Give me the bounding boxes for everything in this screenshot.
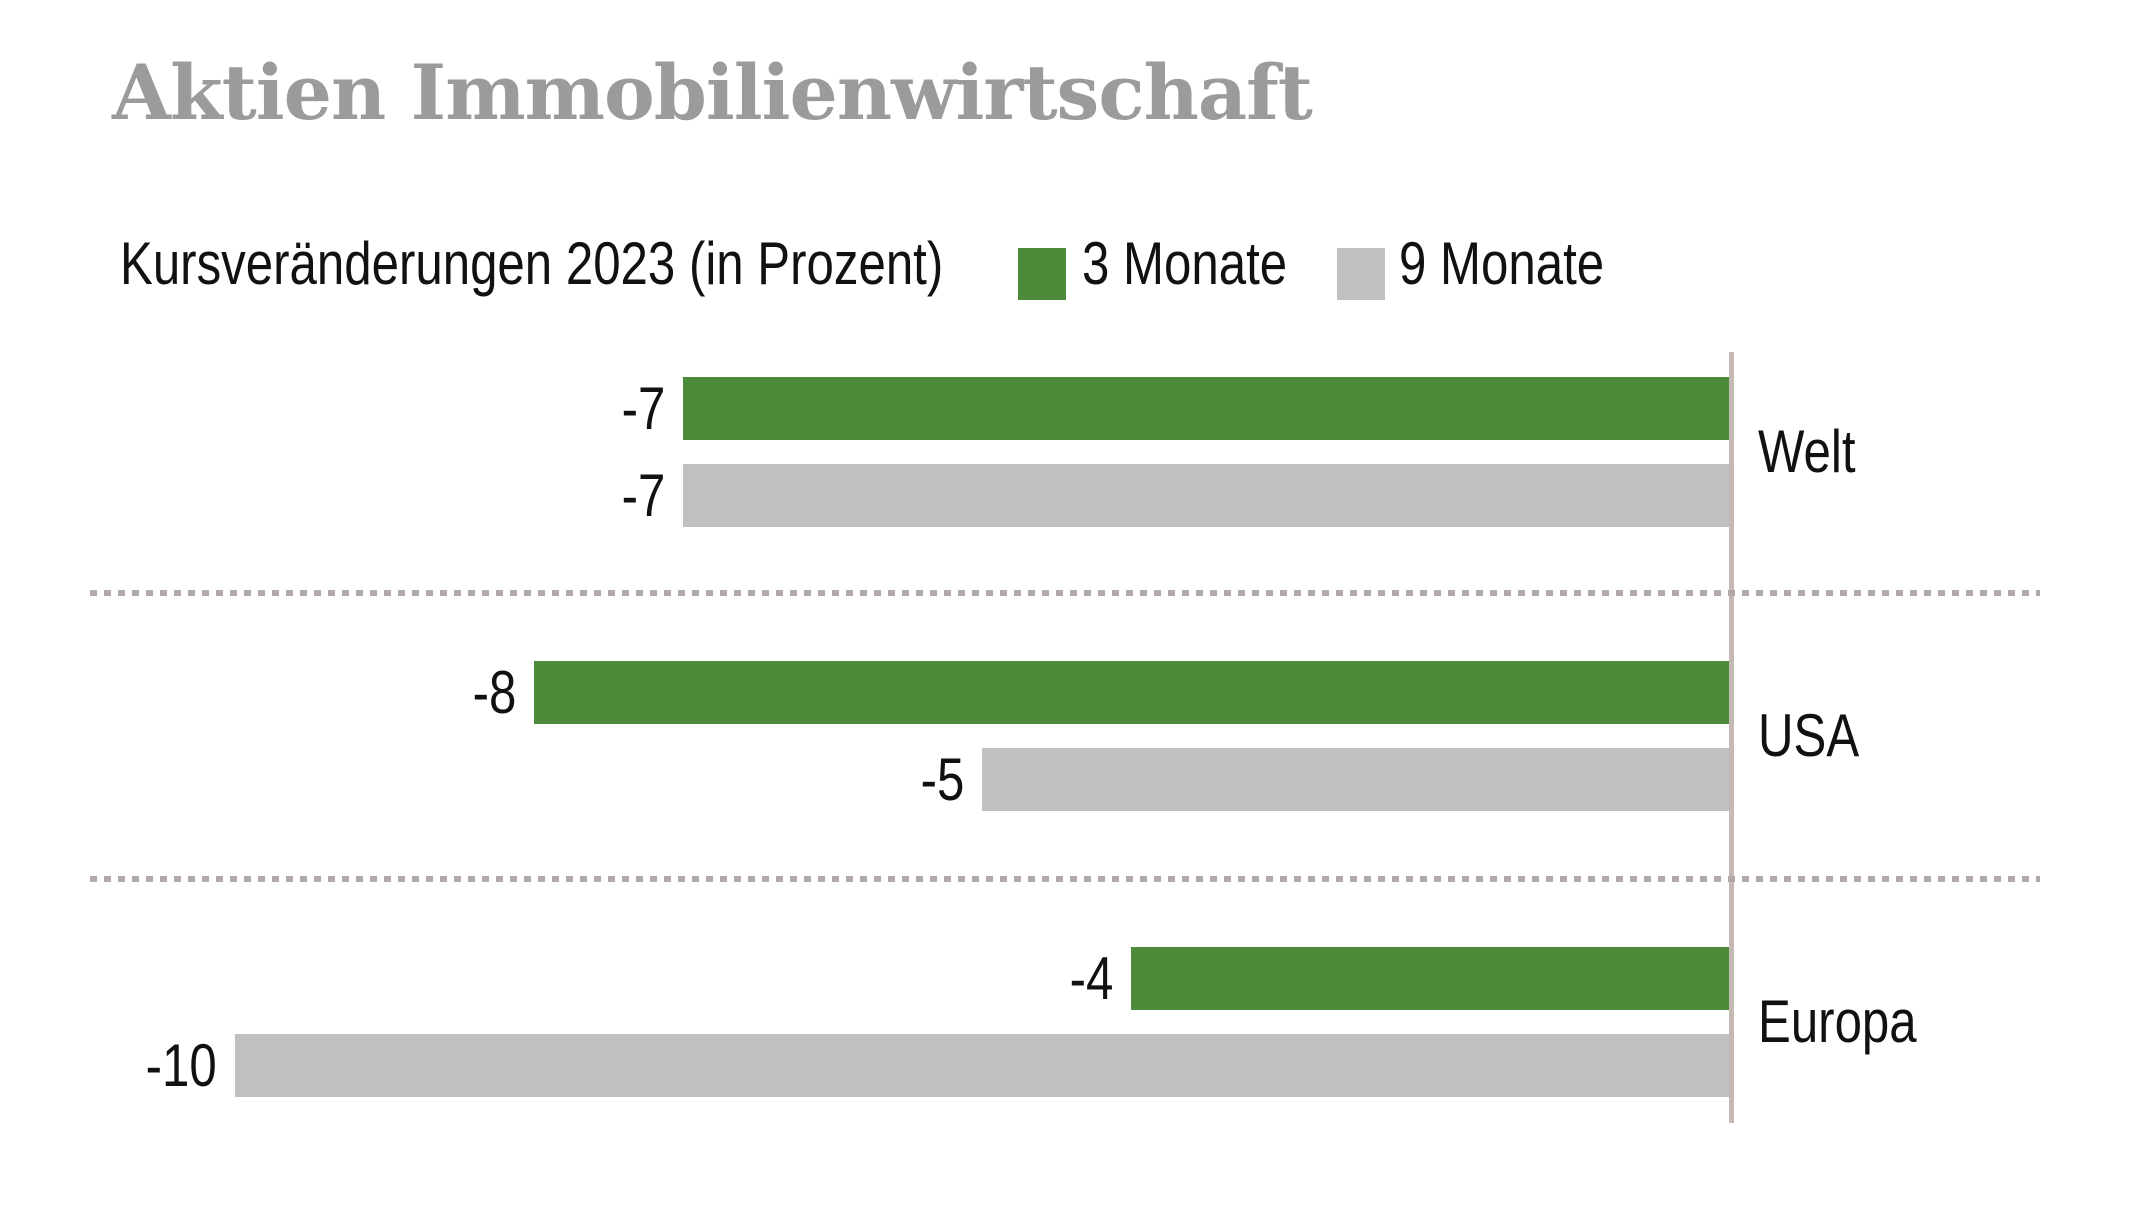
category-label-welt-text: Welt (1758, 418, 1856, 485)
value-label-usa-9-monate: -5 (804, 748, 964, 811)
page-title: Aktien Immobilienwirtschaft (112, 48, 1313, 137)
legend-swatch-9-monate (1337, 248, 1385, 300)
category-separator-2 (90, 876, 2040, 882)
category-label-europa-text: Europa (1758, 988, 1917, 1055)
value-label-europa-9-monate: -10 (57, 1034, 217, 1097)
category-label-usa-text: USA (1758, 702, 1860, 769)
legend-label-3-monate: 3 Monate (1082, 230, 1288, 297)
category-label-europa: Europa (1758, 986, 1951, 1058)
value-label-usa-3-monate-text: -8 (472, 659, 516, 726)
legend-swatch-3-monate (1018, 248, 1066, 300)
value-label-welt-9-monate: -7 (505, 464, 665, 527)
zero-axis-line (1729, 352, 1734, 1123)
value-label-europa-9-monate-text: -10 (145, 1032, 217, 1099)
value-label-europa-3-monate-text: -4 (1069, 945, 1113, 1012)
bar-europa-9-monate (235, 1034, 1729, 1097)
value-label-welt-3-monate: -7 (505, 377, 665, 440)
category-separator-1 (90, 590, 2040, 596)
bar-welt-9-monate (683, 464, 1729, 527)
category-label-welt: Welt (1758, 416, 1877, 488)
bar-usa-9-monate (982, 748, 1729, 811)
category-label-usa: USA (1758, 700, 1881, 772)
value-label-usa-3-monate: -8 (356, 661, 516, 724)
chart-subtitle: Kursveränderungen 2023 (in Prozent) (120, 230, 944, 297)
value-label-usa-9-monate-text: -5 (920, 746, 964, 813)
legend-label-9-monate: 9 Monate (1399, 230, 1605, 297)
value-label-welt-9-monate-text: -7 (621, 462, 665, 529)
value-label-welt-3-monate-text: -7 (621, 375, 665, 442)
bar-welt-3-monate (683, 377, 1729, 440)
value-label-europa-3-monate: -4 (953, 947, 1113, 1010)
bar-europa-3-monate (1131, 947, 1729, 1010)
bar-usa-3-monate (534, 661, 1729, 724)
